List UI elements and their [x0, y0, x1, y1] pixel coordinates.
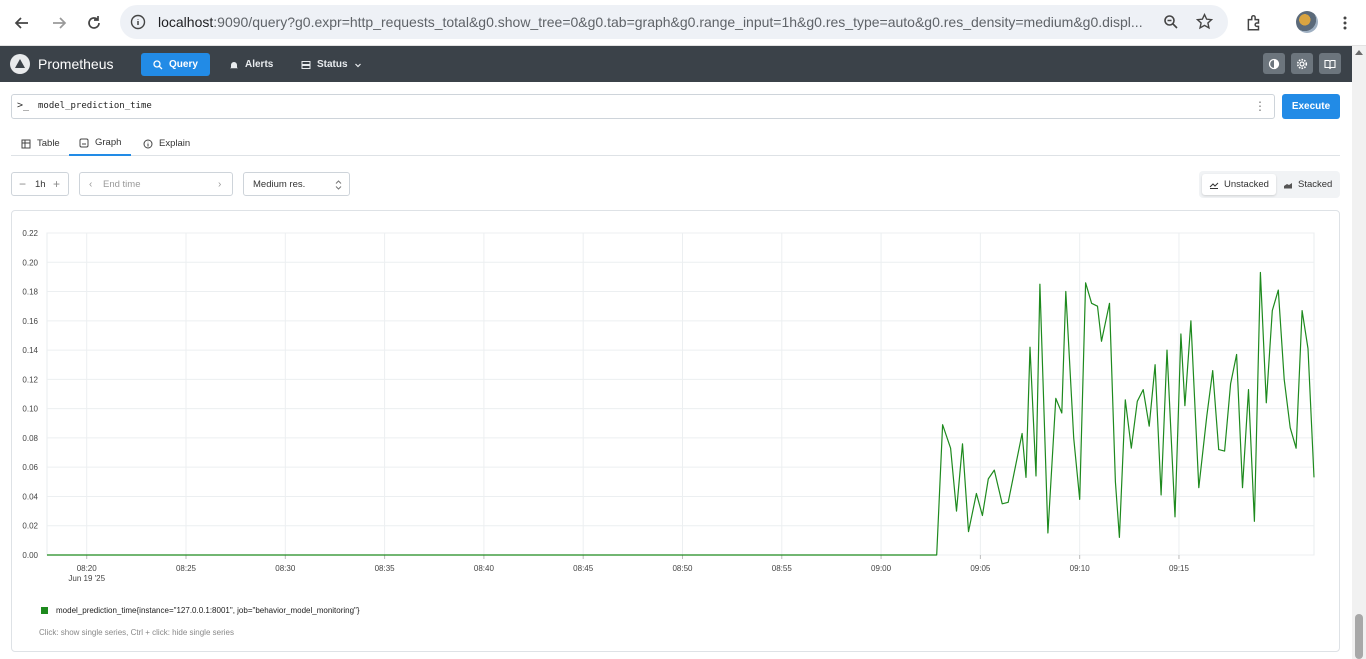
graph-icon: [79, 138, 89, 147]
contrast-icon: [1268, 58, 1280, 69]
series-color-swatch: [41, 607, 48, 614]
x-tick-label: 08:35: [375, 564, 396, 573]
tab-explain[interactable]: Explain: [133, 131, 200, 156]
chevron-left-icon[interactable]: ‹: [89, 178, 93, 190]
legend-item[interactable]: model_prediction_time{instance="127.0.0.…: [41, 606, 360, 615]
nav-query[interactable]: Query: [141, 53, 210, 76]
unstacked-button[interactable]: Unstacked: [1202, 174, 1276, 195]
address-bar[interactable]: localhost:9090/query?g0.expr=http_reques…: [120, 5, 1228, 39]
y-tick-label: 0.10: [22, 405, 38, 414]
unstacked-chart-icon: [1209, 182, 1219, 189]
x-tick-label: 08:55: [772, 564, 793, 573]
kebab-menu-icon[interactable]: ⋮: [1254, 99, 1266, 113]
x-tick-label: 08:25: [176, 564, 197, 573]
y-tick-label: 0.00: [22, 551, 38, 560]
tab-table[interactable]: Table: [11, 131, 70, 156]
nav-alerts[interactable]: Alerts: [217, 53, 285, 76]
reload-icon[interactable]: [81, 10, 107, 36]
resolution-select[interactable]: Medium res.: [243, 172, 350, 196]
docs-button[interactable]: [1319, 53, 1341, 74]
time-series-chart[interactable]: 0.00 0.02 0.04 0.06 0.08 0.10 0.12 0.14 0.16 0.18…: [12, 211, 1339, 596]
x-tick-label: 09:00: [871, 564, 892, 573]
x-tick-label: 08:30: [275, 564, 296, 573]
browser-toolbar: localhost:9090/query?g0.expr=http_reques…: [0, 0, 1366, 46]
plot-area: [46, 232, 1315, 556]
x-tick-label: 08:50: [672, 564, 693, 573]
x-date-label: Jun 19 '25: [68, 574, 105, 583]
search-icon: [153, 59, 163, 69]
forward-icon[interactable]: [46, 10, 72, 36]
y-tick-label: 0.22: [22, 229, 38, 238]
terminal-prompt-icon: >_: [17, 100, 30, 111]
brand-name: Prometheus: [38, 56, 114, 72]
x-tick-label: 08:45: [573, 564, 594, 573]
y-tick-label: 0.14: [22, 346, 38, 355]
bell-icon: [230, 61, 238, 69]
expression-input[interactable]: >_ model_prediction_time ⋮: [11, 94, 1275, 119]
stacked-button[interactable]: Stacked: [1276, 174, 1339, 195]
server-icon: [301, 60, 311, 69]
extensions-icon[interactable]: [1241, 10, 1267, 36]
profile-avatar[interactable]: [1296, 11, 1318, 33]
app-navbar: Prometheus Query Alerts Status: [0, 46, 1352, 82]
graph-panel: 0.00 0.02 0.04 0.06 0.08 0.10 0.12 0.14 0.16 0.18…: [11, 210, 1340, 652]
chevron-down-icon: [354, 63, 361, 67]
settings-button[interactable]: [1291, 53, 1313, 74]
x-tick-label: 09:15: [1169, 564, 1190, 573]
stacked-chart-icon: [1284, 182, 1292, 188]
y-tick-label: 0.08: [22, 434, 38, 443]
page-scrollbar[interactable]: [1352, 46, 1366, 659]
table-icon: [21, 139, 31, 148]
y-tick-label: 0.12: [22, 375, 38, 384]
increase-range-icon[interactable]: +: [53, 177, 61, 191]
nav-status[interactable]: Status: [289, 53, 374, 76]
x-tick-label: 08:40: [474, 564, 495, 573]
prometheus-logo-icon: [10, 54, 30, 74]
end-time-input[interactable]: ‹ End time ›: [79, 172, 233, 196]
legend-series-label: model_prediction_time{instance="127.0.0.…: [56, 606, 360, 615]
url-text[interactable]: localhost:9090/query?g0.expr=http_reques…: [158, 14, 1143, 30]
site-info-icon[interactable]: [130, 14, 146, 30]
series-line: [47, 271, 1315, 556]
x-tick-label: 08:20: [77, 564, 98, 573]
y-tick-label: 0.16: [22, 317, 38, 326]
chevron-right-icon[interactable]: ›: [218, 178, 222, 190]
tab-graph[interactable]: Graph: [69, 131, 132, 156]
scrollbar-thumb[interactable]: [1355, 614, 1363, 659]
view-tabs: Table Graph Explain: [11, 131, 1340, 156]
legend-hint: Click: show single series, Ctrl + click:…: [39, 628, 234, 637]
y-tick-label: 0.04: [22, 492, 38, 501]
book-icon: [1324, 59, 1336, 69]
y-tick-label: 0.20: [22, 258, 38, 267]
gear-icon: [1296, 58, 1308, 69]
x-tick-label: 09:10: [1070, 564, 1091, 573]
bookmark-star-icon[interactable]: [1196, 13, 1213, 30]
info-icon: [143, 139, 153, 148]
execute-button[interactable]: Execute: [1282, 94, 1340, 119]
decrease-range-icon[interactable]: −: [19, 177, 27, 191]
x-tick-label: 09:05: [970, 564, 991, 573]
select-arrows-icon: [335, 180, 342, 190]
theme-toggle-button[interactable]: [1263, 53, 1285, 74]
y-tick-label: 0.06: [22, 463, 38, 472]
zoom-icon[interactable]: [1163, 14, 1179, 30]
brand[interactable]: Prometheus: [10, 54, 113, 74]
y-tick-label: 0.02: [22, 522, 38, 531]
expression-text[interactable]: model_prediction_time: [38, 101, 152, 111]
range-input[interactable]: − 1h +: [11, 172, 69, 196]
y-tick-label: 0.18: [22, 288, 38, 297]
browser-menu-icon[interactable]: [1332, 10, 1358, 36]
stack-mode-toggle: Unstacked Stacked: [1199, 171, 1340, 198]
scroll-up-icon[interactable]: [1355, 50, 1363, 55]
back-icon[interactable]: [9, 10, 35, 36]
